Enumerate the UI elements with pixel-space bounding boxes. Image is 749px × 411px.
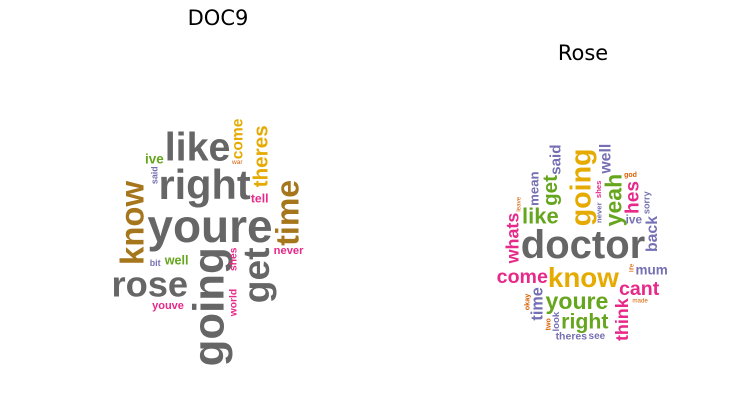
word-rose-going: going (566, 148, 598, 226)
word-rose-said: said (548, 144, 565, 174)
word-doc9-ive: ive (145, 152, 164, 167)
word-doc9-shes: shes (229, 247, 240, 271)
word-doc9-well: well (164, 253, 189, 267)
word-doc9-know: know (113, 180, 150, 264)
word-rose-ive: ive (626, 212, 643, 226)
word-rose-youre: youre (546, 288, 609, 314)
word-rose-know: know (548, 262, 619, 293)
word-rose-never: never (594, 202, 603, 223)
word-rose-hes: hes (623, 181, 644, 214)
word-doc9-youve: youve (152, 300, 184, 312)
word-rose-leave: leave (516, 196, 523, 211)
word-rose-think: think (612, 298, 632, 341)
word-doc9-right: right (158, 161, 250, 208)
word-doc9-said: said (149, 166, 159, 184)
word-doc9-tell: tell (251, 192, 269, 206)
word-rose-doctor: doctor (521, 223, 645, 267)
word-doc9-like: like (165, 125, 231, 169)
word-rose-okay: okay (522, 293, 531, 311)
word-rose-whats: whats (503, 213, 523, 265)
word-rose-look: look (551, 311, 562, 331)
word-rose-well: well (597, 144, 614, 175)
word-rose-sorry: sorry (642, 190, 652, 214)
word-rose-two: two (545, 318, 552, 330)
word-doc9-get: get (235, 247, 277, 303)
word-doc9-come: come (230, 118, 247, 159)
word-doc9-time: time (270, 180, 306, 246)
cloud-title-rose: Rose (557, 41, 609, 65)
word-rose-life: life (628, 263, 635, 272)
word-rose-right: right (561, 310, 608, 334)
word-rose-see: see (589, 331, 606, 342)
word-rose-come: come (497, 266, 548, 288)
word-rose-time: time (529, 287, 547, 320)
word-doc9-youre: youre (147, 200, 272, 252)
word-rose-like: like (522, 204, 559, 229)
word-rose-get: get (539, 175, 562, 206)
word-doc9-rose: rose (111, 263, 188, 304)
word-rose-yeah: yeah (600, 174, 626, 227)
word-rose-cant: cant (619, 278, 660, 300)
word-rose-mean: mean (527, 171, 542, 205)
word-doc9-theres: theres (249, 125, 272, 187)
word-rose-mum: mum (636, 262, 668, 277)
word-rose-god: god (624, 172, 637, 179)
word-rose-theres: theres (556, 330, 588, 342)
word-rose-made: made (632, 297, 648, 304)
word-doc9-war: war (231, 159, 243, 166)
word-rose-shes: shes (594, 181, 603, 199)
word-doc9-bit: bit (150, 258, 161, 268)
word-doc9-going: going (184, 247, 233, 366)
word-rose-back: back (644, 216, 661, 252)
word-doc9-world: world (229, 289, 240, 317)
word-doc9-never: never (274, 245, 304, 257)
cloud-title-doc9: DOC9 (187, 6, 249, 30)
